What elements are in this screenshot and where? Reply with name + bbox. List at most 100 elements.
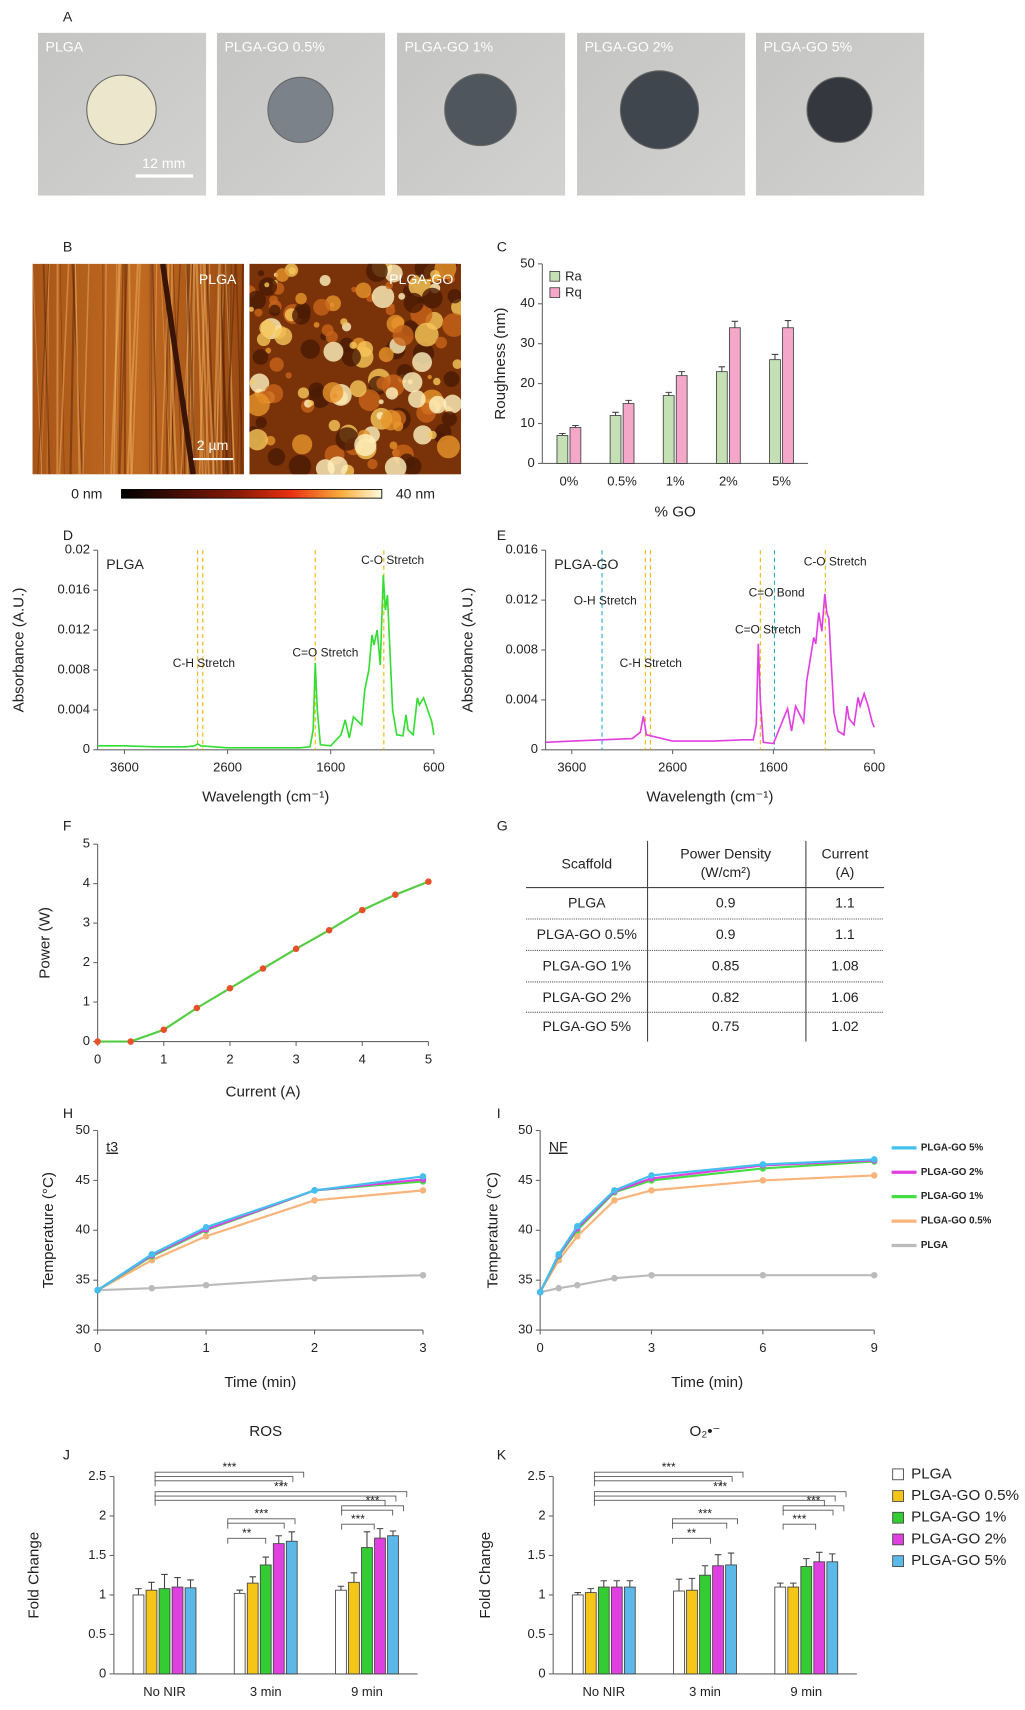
- error-bar: [776, 1582, 784, 1588]
- bar: [769, 359, 781, 464]
- x-axis-label: Wavelength (cm⁻¹): [646, 789, 773, 806]
- point: [325, 926, 333, 934]
- point: [648, 1187, 655, 1194]
- series-line: [97, 1175, 424, 1292]
- point: [574, 1233, 581, 1240]
- series-line: [97, 575, 435, 749]
- significance-bracket: [341, 1509, 394, 1516]
- error-bar: [350, 1572, 358, 1583]
- y-tick-label: 50: [518, 1122, 532, 1137]
- bar: [715, 371, 728, 464]
- bar: [569, 427, 582, 464]
- point: [555, 1250, 562, 1258]
- significance-bracket: [227, 1518, 296, 1525]
- afm-texture: [160, 263, 171, 475]
- photo-label: PLGA-GO 1%: [405, 39, 494, 55]
- significance-bracket: [227, 1537, 267, 1544]
- point: [359, 906, 366, 914]
- afm-texture: [103, 263, 107, 475]
- point: [870, 1172, 878, 1179]
- afm-texture: [385, 281, 394, 290]
- legend-swatch: [892, 1533, 904, 1546]
- x-tick-label: 2%: [719, 473, 738, 488]
- bar: [774, 1586, 787, 1675]
- error-bar: [148, 1581, 155, 1591]
- bar: [623, 1586, 636, 1675]
- x-tick-label: 1%: [666, 473, 685, 488]
- afm-texture: [292, 434, 313, 455]
- bar: [132, 1594, 145, 1675]
- afm-texture: [300, 339, 320, 359]
- legend-label: PLGA-GO 0.5%: [911, 1487, 1019, 1504]
- bar: [584, 1592, 597, 1675]
- legend-label: PLGA-GO 2%: [921, 1167, 984, 1178]
- error-bar: [665, 391, 672, 396]
- error-bar: [236, 1589, 243, 1594]
- point: [648, 1172, 655, 1179]
- series-line: [539, 1160, 875, 1293]
- error-bar: [626, 1580, 634, 1588]
- legend-label: Ra: [565, 268, 582, 283]
- significance-label: ***: [807, 1494, 821, 1508]
- afm-texture: [169, 263, 173, 475]
- afm-texture: [340, 318, 348, 326]
- point: [94, 1038, 101, 1045]
- legend-swatch: [892, 1490, 904, 1502]
- panel-label: K: [497, 1447, 507, 1463]
- error-bar: [688, 1577, 696, 1591]
- afm-texture: [216, 263, 220, 475]
- x-axis-label: Wavelength (cm⁻¹): [202, 789, 329, 806]
- bar: [272, 1543, 285, 1675]
- error-bar: [701, 1565, 709, 1576]
- series-line: [97, 880, 429, 1043]
- point: [870, 1271, 878, 1279]
- afm-texture: [269, 295, 279, 305]
- afm-texture: [249, 429, 268, 451]
- afm-texture: [250, 379, 255, 384]
- afm-texture: [219, 263, 223, 475]
- error-bar: [678, 371, 685, 376]
- error-bar: [718, 366, 726, 372]
- table-cell: 1.08: [831, 957, 859, 973]
- photo-label: PLGA-GO 2%: [585, 39, 674, 55]
- error-bar: [262, 1556, 269, 1565]
- significance-bracket: [154, 1480, 283, 1487]
- error-bar: [174, 1577, 181, 1588]
- error-bar: [574, 1592, 582, 1595]
- photo-label: PLGA: [46, 39, 84, 55]
- annotation: O-H Stretch: [574, 593, 637, 607]
- afm-texture: [265, 347, 272, 354]
- panel-label: H: [63, 1105, 73, 1121]
- scaffold-disc: [444, 73, 517, 147]
- afm-texture: [413, 425, 433, 445]
- legend-label: PLGA-GO 2%: [911, 1530, 1006, 1547]
- significance-bracket: [593, 1476, 733, 1482]
- afm-texture: [297, 387, 310, 399]
- y-tick-label: 4: [83, 875, 90, 890]
- y-tick-label: 30: [520, 335, 534, 350]
- afm-texture: [151, 263, 159, 475]
- bar: [171, 1586, 184, 1675]
- error-bar: [803, 1558, 810, 1567]
- point: [311, 1197, 318, 1204]
- table-cell: 0.82: [712, 989, 740, 1005]
- afm-texture: [378, 347, 394, 363]
- x-tick-label: 2: [311, 1340, 318, 1355]
- x-tick-label: 0: [94, 1340, 101, 1355]
- x-tick-label: 0: [94, 1051, 101, 1066]
- afm-texture: [384, 264, 403, 283]
- afm-texture: [327, 456, 348, 475]
- afm-texture: [380, 409, 402, 431]
- significance-label: ***: [222, 1460, 236, 1474]
- afm-texture: [365, 263, 388, 282]
- afm-texture: [384, 456, 407, 475]
- legend-label: PLGA-GO 1%: [921, 1191, 984, 1202]
- x-tick-label: 3: [292, 1051, 299, 1066]
- series-line: [97, 1189, 424, 1292]
- error-bar: [727, 1552, 735, 1565]
- error-bar: [714, 1554, 722, 1566]
- table-header: Scaffold: [561, 855, 612, 871]
- error-bar: [337, 1585, 345, 1591]
- afm-texture: [322, 382, 344, 403]
- afm-texture: [392, 324, 414, 346]
